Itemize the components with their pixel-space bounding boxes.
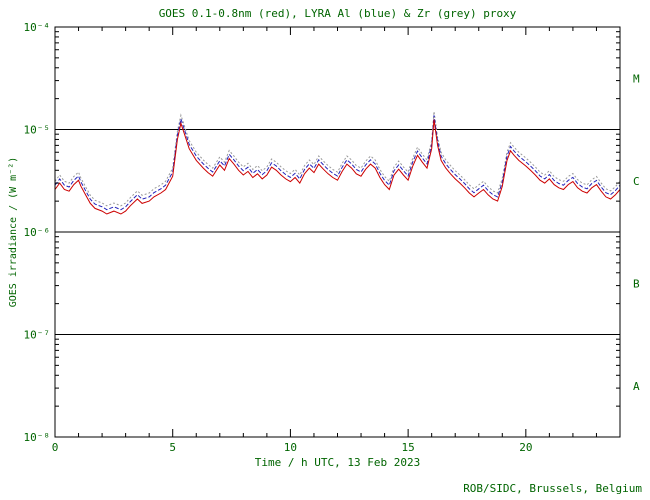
series-line-lyra-zr-proxy: [54, 111, 621, 207]
x-tick-label: 0: [52, 441, 59, 454]
y-tick-label: 10⁻⁸: [24, 431, 51, 444]
x-tick-label: 20: [519, 441, 532, 454]
x-tick-label: 15: [402, 441, 415, 454]
x-tick-label: 10: [284, 441, 297, 454]
flare-class-label: C: [633, 175, 640, 188]
credit-text: ROB/SIDC, Brussels, Belgium: [463, 482, 642, 495]
y-tick-label: 10⁻⁶: [24, 226, 51, 239]
series-line-goes-0-1-0-8nm: [54, 119, 621, 215]
x-tick-label: 5: [169, 441, 176, 454]
x-axis-label: Time / h UTC, 13 Feb 2023: [254, 456, 421, 469]
flare-class-label: A: [633, 380, 640, 393]
flare-class-label: M: [633, 72, 640, 85]
plot-frame: [54, 26, 621, 438]
chart-title: GOES 0.1-0.8nm (red), LYRA Al (blue) & Z…: [158, 7, 517, 20]
flare-class-label: B: [633, 277, 640, 290]
series-line-lyra-al-proxy: [54, 115, 621, 211]
y-tick-label: 10⁻⁷: [24, 329, 51, 342]
y-tick-label: 10⁻⁵: [24, 124, 51, 137]
y-tick-label: 10⁻⁴: [24, 21, 51, 34]
